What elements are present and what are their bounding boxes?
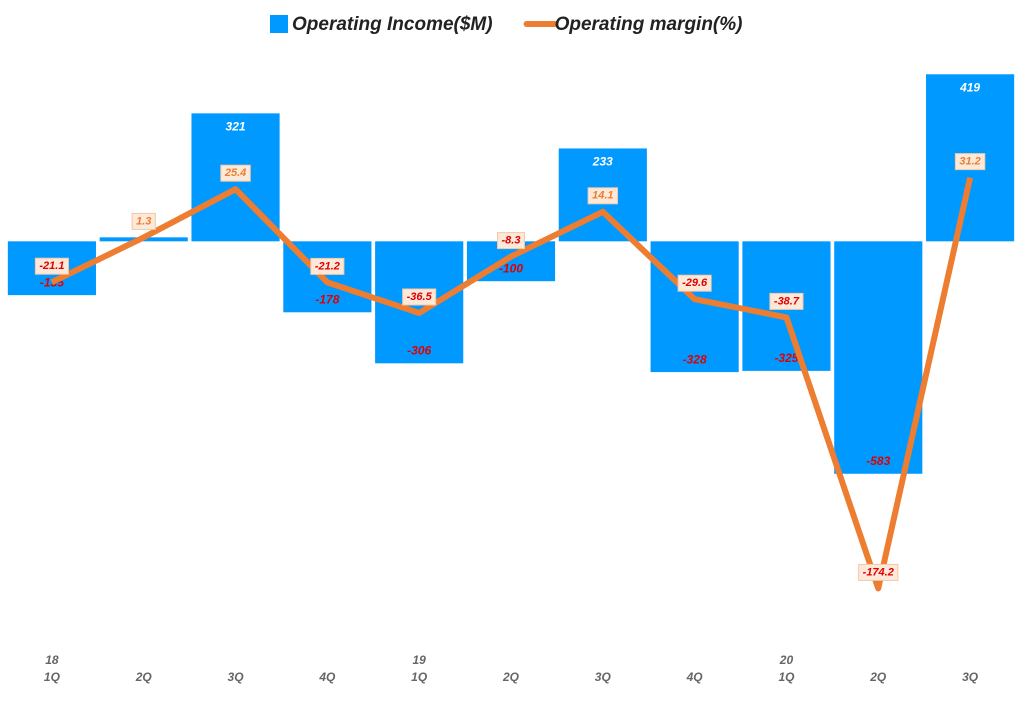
bar	[834, 241, 923, 474]
x-tick-label: 2Q	[135, 670, 153, 684]
bar-value-label: -583	[866, 454, 890, 468]
line-label-box	[587, 187, 619, 205]
x-tick-label: 4Q	[318, 670, 336, 684]
x-tick-label: 1Q	[778, 670, 795, 684]
line-label-box	[220, 164, 251, 182]
bar-value-label: -328	[683, 352, 707, 366]
line-label-box	[34, 257, 69, 275]
legend-swatch	[270, 15, 288, 33]
line-value-label: -21.2	[315, 260, 340, 272]
x-year-label: 18	[45, 653, 59, 667]
x-tick-label: 2Q	[502, 670, 520, 684]
line-label-box	[497, 232, 525, 250]
line-label-box	[402, 288, 437, 306]
line-value-label: 1.3	[136, 215, 151, 227]
bar-value-label: 419	[959, 80, 980, 94]
line-value-label: -38.7	[774, 295, 800, 307]
line-value-label: -8.3	[502, 235, 521, 247]
line-value-label: -36.5	[407, 291, 433, 303]
x-year-label: 20	[779, 653, 794, 667]
bar-value-label: -306	[407, 343, 431, 357]
x-tick-label: 3Q	[228, 670, 245, 684]
x-tick-label: 3Q	[595, 670, 612, 684]
legend-label: Operating margin(%)	[555, 14, 743, 35]
line-value-label: -174.2	[863, 566, 894, 578]
line-value-label: -29.6	[682, 277, 708, 289]
bar-value-label: -178	[315, 292, 339, 306]
x-tick-label: 2Q	[869, 670, 887, 684]
bar-value-label: 321	[226, 120, 246, 134]
bar-value-label: -325	[774, 351, 798, 365]
line	[50, 176, 974, 592]
line-label-box	[131, 212, 156, 230]
line-label-box	[769, 292, 804, 310]
x-tick-label: 1Q	[411, 670, 428, 684]
x-tick-label: 3Q	[962, 670, 979, 684]
line-label-box	[954, 153, 986, 171]
x-year-label: 19	[413, 653, 427, 667]
line-value-label: 31.2	[959, 156, 980, 168]
x-tick-label: 4Q	[686, 670, 704, 684]
line-value-label: -21.1	[39, 260, 64, 272]
legend-label: Operating Income($M)	[292, 14, 493, 35]
line-label-box	[310, 257, 345, 275]
x-tick-label: 1Q	[44, 670, 61, 684]
line-value-label: 25.4	[224, 167, 246, 179]
line-value-label: 14.1	[592, 190, 613, 202]
bar-value-label: -100	[499, 261, 523, 275]
line-label-box	[677, 274, 712, 292]
bar-value-label: 233	[592, 155, 613, 169]
line-label-box	[858, 563, 899, 581]
